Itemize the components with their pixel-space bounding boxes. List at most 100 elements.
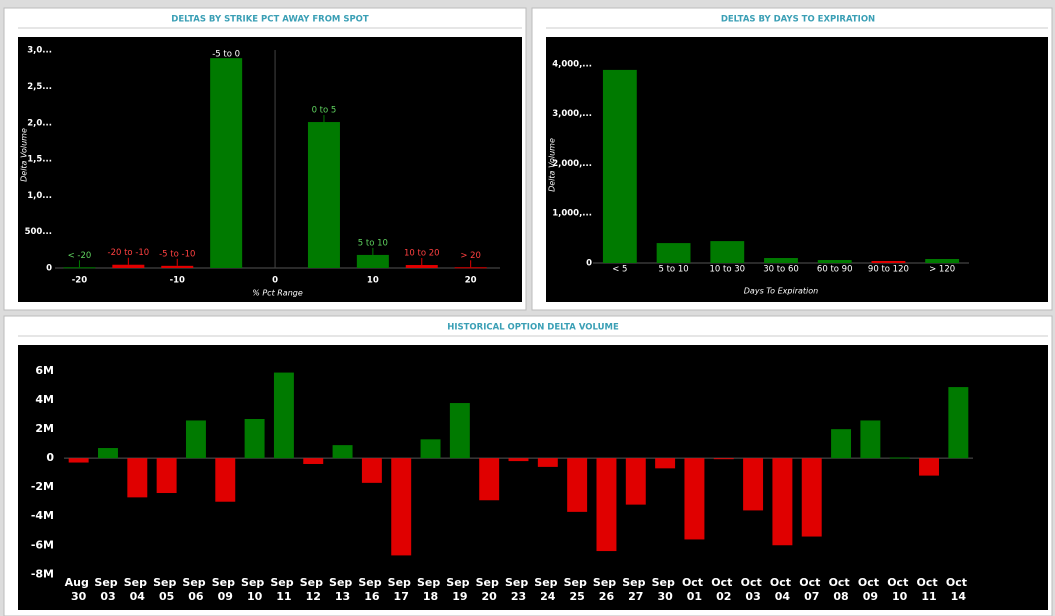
x-tick-label: Sep 30	[652, 576, 679, 603]
x-tick-label: 90 to 120	[868, 265, 909, 275]
x-tick-label: Aug 30	[65, 576, 93, 603]
bar	[567, 458, 588, 512]
bar-label: > 20	[460, 251, 481, 261]
bar	[112, 264, 145, 268]
bar	[925, 259, 960, 263]
x-tick-label: Oct 03	[741, 576, 766, 603]
x-tick-label: Sep 06	[182, 576, 209, 603]
y-axis-label: Delta Volume	[20, 128, 29, 182]
x-tick-label: Sep 18	[417, 576, 444, 603]
x-tick-label: 0	[272, 276, 278, 286]
x-tick-label: Sep 05	[153, 576, 180, 603]
bar	[625, 458, 646, 505]
chart-title: DELTAS BY STRIKE PCT AWAY FROM SPOT	[171, 15, 369, 25]
x-tick-label: Oct 01	[682, 576, 707, 603]
x-tick-label: 10 to 30	[709, 265, 745, 275]
bar	[655, 458, 676, 469]
x-tick-label: Sep 10	[241, 576, 268, 603]
bar	[684, 458, 705, 540]
y-tick-label: 0	[46, 264, 52, 274]
x-axis-label: % Pct Range	[252, 289, 303, 298]
bar	[215, 458, 236, 502]
y-tick-label: 1,0...	[27, 191, 52, 201]
y-tick-label: -8M	[31, 567, 54, 580]
bar	[68, 458, 89, 463]
bar	[860, 420, 881, 459]
x-tick-label: Sep 09	[212, 576, 239, 603]
y-tick-label: 3,000,...	[552, 109, 592, 119]
y-tick-label: 1,5...	[27, 155, 52, 165]
bar	[479, 458, 500, 501]
bar	[801, 458, 822, 537]
y-tick-label: 2,0...	[27, 118, 52, 128]
bar	[156, 458, 177, 494]
y-tick-label: 0	[586, 259, 592, 269]
bar	[656, 243, 691, 263]
bar	[948, 387, 969, 459]
y-tick-label: 4M	[35, 393, 54, 406]
bar-label: -5 to -10	[159, 249, 195, 259]
bar	[303, 458, 324, 464]
x-tick-label: 20	[465, 276, 477, 286]
x-tick-label: 60 to 90	[817, 265, 853, 275]
bar	[449, 403, 470, 459]
chart-title: DELTAS BY DAYS TO EXPIRATION	[721, 15, 875, 25]
x-tick-label: Sep 13	[329, 576, 356, 603]
bar	[817, 260, 852, 263]
x-tick-label: Sep 17	[388, 576, 415, 603]
y-tick-label: 1,000,...	[552, 209, 592, 219]
bar	[710, 241, 745, 263]
bar	[405, 265, 438, 268]
bar	[602, 69, 637, 263]
x-tick-label: Sep 12	[300, 576, 327, 603]
bar	[391, 458, 412, 556]
bar	[307, 122, 340, 268]
bar	[919, 458, 939, 476]
bar	[454, 267, 487, 269]
x-tick-label: Oct 02	[711, 576, 736, 603]
y-tick-label: 6M	[35, 364, 54, 377]
x-tick-label: 5 to 10	[658, 265, 688, 275]
x-tick-label: Sep 24	[534, 576, 561, 603]
x-tick-label: Sep 19	[446, 576, 473, 603]
bar	[361, 458, 382, 483]
x-tick-label: Oct 08	[829, 576, 854, 603]
bar	[772, 458, 793, 546]
x-tick-label: Oct 11	[917, 576, 942, 603]
x-tick-label: Oct 04	[770, 576, 795, 603]
x-tick-label: 30 to 60	[763, 265, 799, 275]
bar-label: 10 to 20	[404, 249, 440, 259]
bar	[889, 457, 910, 459]
bar-label: 5 to 10	[358, 238, 388, 248]
x-tick-label: > 120	[929, 265, 955, 275]
x-axis-label: Days To Expiration	[744, 287, 818, 296]
x-tick-label: Oct 07	[799, 576, 824, 603]
x-tick-label: Sep 16	[358, 576, 385, 603]
x-tick-label: Sep 11	[270, 576, 297, 603]
x-tick-label: Oct 09	[858, 576, 883, 603]
bar	[332, 445, 353, 459]
bar	[764, 258, 798, 263]
y-tick-label: -2M	[31, 480, 54, 493]
x-tick-label: Sep 03	[94, 576, 121, 603]
x-tick-label: < 5	[612, 265, 627, 275]
x-tick-label: Sep 26	[593, 576, 620, 603]
x-tick-label: Sep 25	[564, 576, 591, 603]
bar	[210, 58, 243, 269]
bar	[713, 458, 734, 460]
y-axis-label: Delta Volume	[548, 138, 557, 192]
x-tick-label: Sep 20	[476, 576, 503, 603]
bar	[273, 372, 294, 459]
bar-label: -20 to -10	[108, 248, 150, 258]
bar	[831, 429, 852, 459]
y-tick-label: 2M	[35, 422, 54, 435]
plot-area	[18, 345, 1048, 610]
y-tick-label: -6M	[31, 538, 54, 551]
y-tick-label: 2,5...	[27, 82, 52, 92]
bar	[743, 458, 764, 511]
y-tick-label: 500...	[25, 227, 52, 237]
x-tick-label: Sep 27	[622, 576, 649, 603]
bar	[98, 448, 118, 459]
